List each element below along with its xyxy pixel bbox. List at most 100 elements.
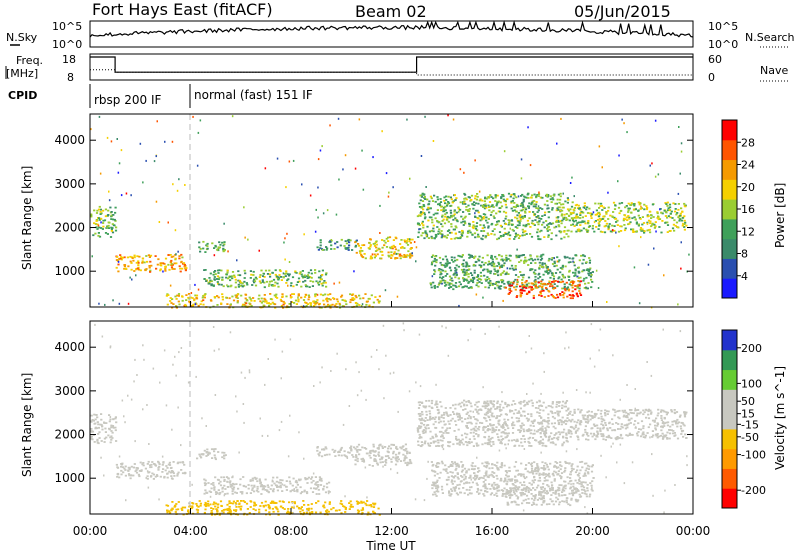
echo-cell [530,203,533,206]
echo-cell [524,230,527,233]
echo-cell [454,276,457,279]
echo-cell [580,221,583,224]
echo-cell [514,236,517,238]
echo-cell [507,280,510,283]
echo-cell [258,294,261,297]
echo-cell [434,416,437,419]
echo-cell [203,503,206,506]
echo-cell [315,493,318,495]
echo-cell [517,237,521,239]
echo-cell [468,438,471,441]
echo-cell [534,280,537,283]
echo-cell [325,297,329,300]
echo-cell [430,235,433,238]
echo-cell [340,295,343,298]
echo-cell [552,275,556,278]
echo-cell [367,297,370,300]
echo-cell [446,217,449,219]
echo-cell [387,457,391,459]
echo-dot [226,284,228,287]
echo-dot [573,195,575,198]
echo-cell [520,414,523,417]
echo-cell [406,450,409,453]
echo-cell [149,260,152,263]
echo-cell [268,304,271,307]
echo-cell [639,411,642,414]
echo-cell [349,301,352,304]
echo-cell [442,420,445,423]
echo-cell [190,305,193,307]
echo-cell [552,287,555,290]
echo-cell [420,425,423,428]
echo-dot [120,194,123,197]
echo-cell [218,283,221,286]
echo-cell [492,206,495,208]
echo-cell [448,275,452,278]
echo-cell [486,443,489,446]
echo-cell [537,277,540,280]
echo-cell [225,276,228,279]
echo-cell [215,508,218,510]
echo-cell [449,441,452,443]
echo-cell [228,481,232,484]
echo-cell [120,256,123,258]
echo-cell [627,202,630,205]
echo-cell [513,202,516,204]
echo-cell [187,510,190,512]
echo-cell [198,241,201,244]
echo-cell [204,489,207,492]
echo-cell [108,221,111,224]
echo-cell [677,208,680,211]
echo-cell [280,300,283,302]
echo-cell [425,413,428,416]
echo-cell [573,216,576,219]
echo-dot [538,191,540,194]
echo-cell [516,283,519,286]
echo-dot [640,205,642,208]
echo-cell [213,278,216,280]
echo-cell [229,510,232,512]
echo-cell [519,205,522,207]
echo-cell [353,446,356,449]
echo-cell [324,281,327,284]
echo-cell [468,229,471,232]
echo-cell [488,201,492,203]
echo-cell [685,224,688,227]
echo-cell [395,457,398,459]
echo-cell [561,287,564,290]
echo-cell [338,306,342,309]
echo-cell [266,302,269,305]
echo-region [90,413,118,445]
echo-cell [642,436,645,438]
echo-cell [381,246,384,249]
echo-cell [548,435,551,438]
echo-cell [561,400,565,403]
echo-cell [646,432,649,434]
echo-cell [385,237,388,240]
echo-cell [120,465,123,468]
echo-cell [249,270,252,272]
echo-cell [431,200,435,202]
echo-cell [484,286,487,289]
echo-cell [489,418,492,421]
echo-cell [528,217,531,220]
echo-cell [421,444,424,446]
echo-cell [106,225,109,228]
echo-cell [657,408,660,411]
echo-cell [663,410,666,413]
echo-cell [494,273,497,275]
echo-cell [513,209,516,212]
echo-cell [202,240,205,243]
echo-cell [423,196,426,198]
echo-cell [584,428,587,431]
echo-cell [95,226,98,229]
echo-cell [379,257,382,260]
echo-cell [503,262,506,265]
echo-cell [114,429,117,432]
echo-cell [450,215,453,218]
echo-cell [110,214,113,217]
echo-cell [217,296,220,299]
echo-cell [440,430,443,433]
echo-cell [334,449,337,452]
echo-cell [350,445,353,448]
